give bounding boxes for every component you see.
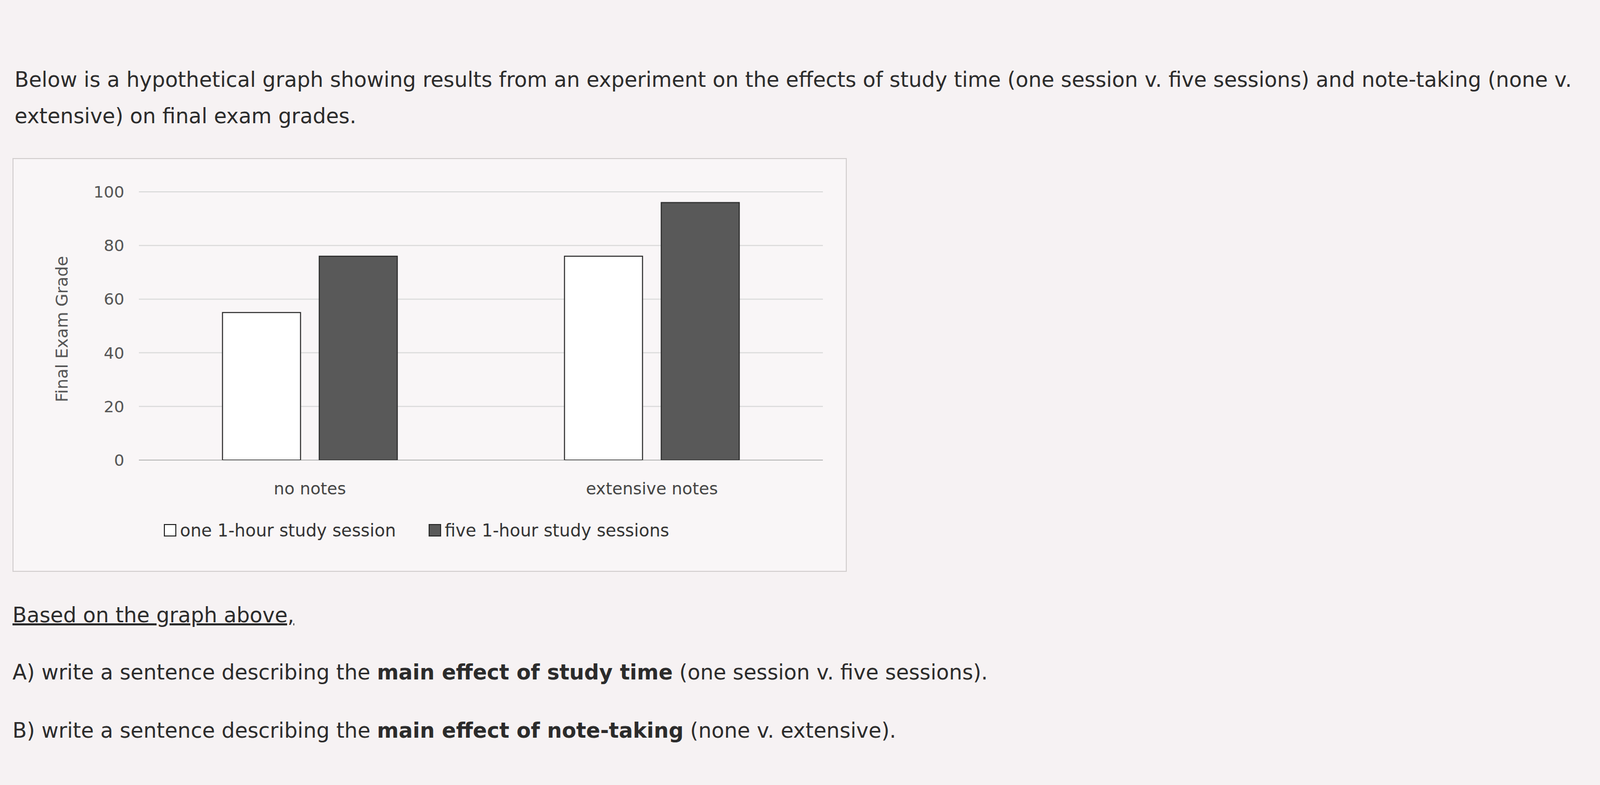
tick-label: 100 xyxy=(93,182,125,202)
axis-title: Final Exam Grade xyxy=(52,255,72,403)
category-label: extensive notes xyxy=(585,479,718,499)
intro-text: Below is a hypothetical graph showing re… xyxy=(14,61,1581,135)
question-item: A) write a sentence describing the main … xyxy=(12,660,988,685)
chart: 0 20 40 60 80 100 Final Exam Grade no notes exte… xyxy=(13,159,846,572)
bar xyxy=(222,312,301,461)
legend-label: five 1-hour study sessions xyxy=(444,520,669,541)
category-label: no notes xyxy=(273,479,346,499)
prompt-text: Based on the graph above, xyxy=(12,603,295,628)
bars xyxy=(222,202,740,461)
legend-label: one 1-hour study session xyxy=(179,520,396,541)
chart-box: 0 20 40 60 80 100 Final Exam Grade no notes exte… xyxy=(12,158,847,573)
legend-swatch xyxy=(164,524,176,537)
text-part: A) write a sentence describing the xyxy=(12,660,378,685)
bar xyxy=(319,256,398,461)
grid-line xyxy=(138,191,823,193)
text-part: B) write a sentence describing the xyxy=(12,718,378,743)
legend-swatch xyxy=(429,524,441,537)
text-part: main effect of note-taking xyxy=(377,718,684,743)
tick-label: 0 xyxy=(113,450,125,470)
bar xyxy=(661,202,740,461)
question-item: B) write a sentence describing the main … xyxy=(12,718,897,743)
tick-label: 40 xyxy=(104,343,125,363)
text-part: (none v. extensive). xyxy=(683,718,897,743)
tick-label: 60 xyxy=(104,289,125,309)
text-part: (one session v. five sessions). xyxy=(672,660,988,685)
tick-label: 80 xyxy=(104,236,125,255)
bar xyxy=(564,256,643,461)
text-part: main effect of study time xyxy=(377,660,674,685)
tick-label: 20 xyxy=(104,397,125,417)
